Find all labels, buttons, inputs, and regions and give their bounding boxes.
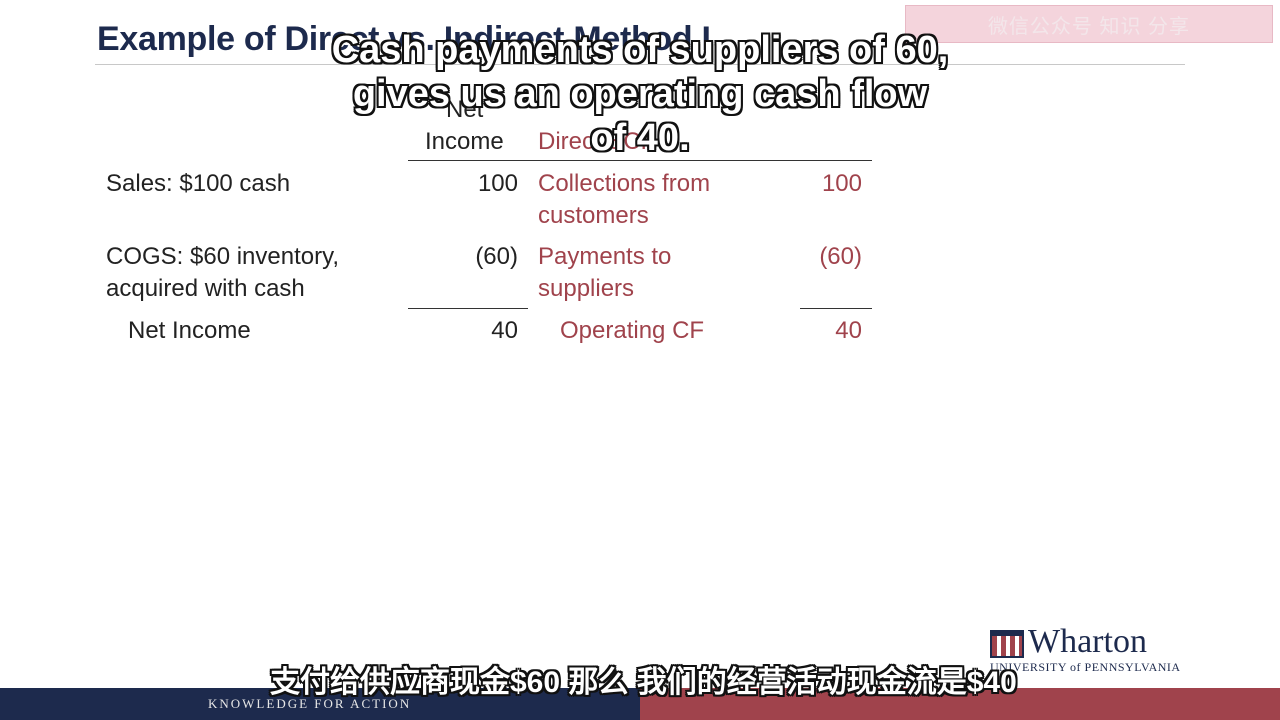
row2-label-2: acquired with cash <box>106 275 305 302</box>
header-net-line2: Income <box>425 128 504 155</box>
total-net-income: 40 <box>491 317 518 344</box>
slide-title: Example of Direct vs. Indirect Method I <box>97 20 711 58</box>
caption-chinese: 支付给供应商现金$60 那么 我们的经营活动现金流是$40 <box>270 666 1017 699</box>
total-label: Net Income <box>128 317 251 344</box>
watermark-badge: 微信公众号 知识 分享 <box>905 5 1273 43</box>
total-direct-value: 40 <box>835 317 862 344</box>
header-net-line1: Net <box>446 96 484 123</box>
wharton-logo-name: Wharton <box>1028 623 1147 660</box>
caption-english-line1: Cash payments of suppliers of 60, <box>331 29 949 71</box>
row2-direct-value: (60) <box>819 243 862 270</box>
wharton-logo-sub: UNIVERSITY of PENNSYLVANIA <box>990 660 1181 674</box>
total-direct-label: Operating CF <box>560 317 705 344</box>
row1-direct-value: 100 <box>821 170 862 197</box>
footer-bar-left: KNOWLEDGE FOR ACTION <box>0 688 640 720</box>
row2-label-1: COGS: $60 inventory, <box>106 243 339 270</box>
caption-english: Cash payments of suppliers of 60, gives … <box>330 28 950 160</box>
row1-net-income: 100 <box>477 170 518 197</box>
row2-net-income: (60) <box>475 243 518 270</box>
net-income-subtotal-rule <box>408 308 528 309</box>
row2-direct-label-1: Payments to <box>538 243 672 270</box>
row1-direct-label-1: Collections from <box>538 170 711 197</box>
wharton-shield-icon <box>990 630 1024 658</box>
direct-subtotal-rule <box>800 308 872 309</box>
row1-label: Sales: $100 cash <box>106 170 291 197</box>
footer-bar-right <box>640 688 1280 720</box>
header-rule <box>408 160 872 161</box>
caption-english-line2: gives us an operating cash flow of 40. <box>352 73 928 159</box>
header-direct-scf: Direct SCF <box>538 128 656 155</box>
title-rule <box>95 64 1185 65</box>
row1-direct-label-2: customers <box>538 202 649 229</box>
row2-direct-label-2: suppliers <box>538 275 635 302</box>
